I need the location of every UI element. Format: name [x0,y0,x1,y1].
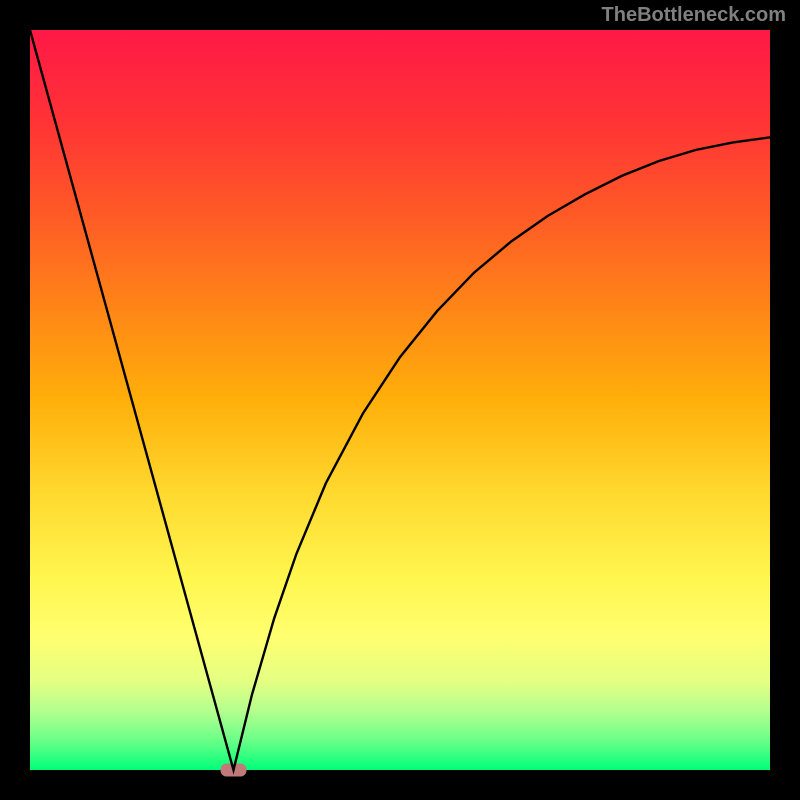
chart-gradient-bg [30,30,770,770]
chart-root: TheBottleneck.com [0,0,800,800]
bottleneck-chart [0,0,800,800]
